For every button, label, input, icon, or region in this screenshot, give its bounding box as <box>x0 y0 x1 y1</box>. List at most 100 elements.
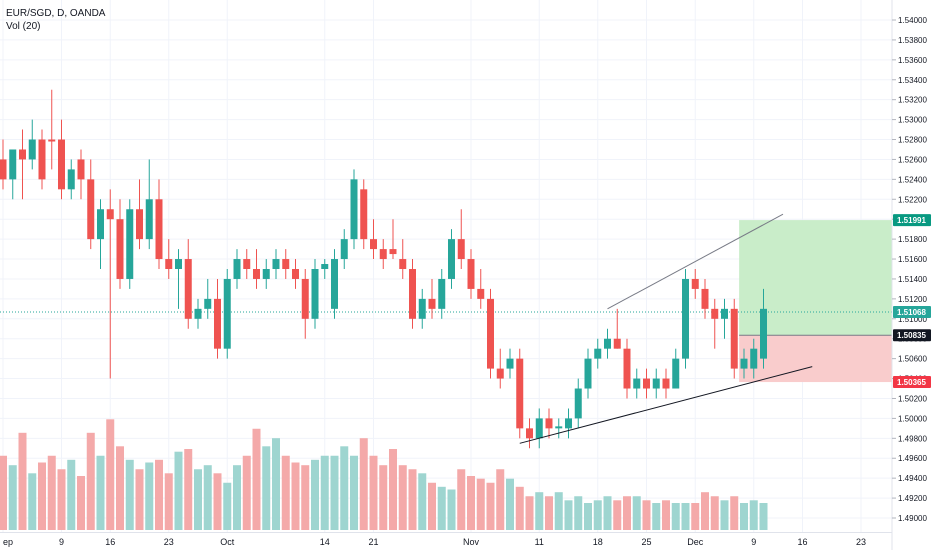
volume-bar <box>545 496 553 530</box>
candle-body <box>204 298 212 309</box>
price-tick-label: 1.53000 <box>898 116 927 125</box>
volume-bar <box>369 455 378 530</box>
price-tick-label: 1.50600 <box>898 355 927 364</box>
support-trendline <box>519 366 813 444</box>
candle-body <box>448 239 455 279</box>
candle-body <box>730 308 738 369</box>
volume-bar <box>301 465 310 530</box>
volume-bar <box>564 500 573 530</box>
price-tick-label: 1.53200 <box>898 96 927 105</box>
price-tick-label: 1.51000 <box>898 315 927 324</box>
candle-body <box>672 358 680 389</box>
candle-body <box>496 368 504 379</box>
candle-body <box>438 278 446 309</box>
volume-bar <box>320 455 329 530</box>
price-tick-label: 1.53800 <box>898 36 927 45</box>
price-marker <box>893 376 931 389</box>
volume-bar <box>291 462 300 530</box>
candle-body <box>623 348 631 389</box>
candle-body <box>409 269 416 319</box>
candle-body <box>350 179 358 240</box>
volume-bar <box>496 469 505 530</box>
volume-bar <box>184 449 193 530</box>
candle-body <box>584 358 592 389</box>
candle-body <box>594 348 602 359</box>
candle-body <box>643 378 650 389</box>
volume-bar <box>486 482 495 530</box>
candle-body <box>750 348 758 369</box>
time-tick-label: 9 <box>751 537 756 547</box>
time-tick-label: 23 <box>164 537 174 547</box>
candle-body <box>253 269 260 279</box>
volume-bar <box>574 496 583 530</box>
candle-body <box>58 139 65 190</box>
volume-bar <box>506 478 514 530</box>
volume-bar <box>135 469 144 530</box>
volume-bar <box>710 496 719 530</box>
volume-bar <box>262 446 271 530</box>
candle-body <box>574 388 582 419</box>
volume-bar <box>0 455 7 530</box>
price-marker-label: 1.50365 <box>897 378 926 387</box>
time-tick-label: 11 <box>535 537 544 547</box>
candle-body <box>740 358 748 369</box>
candle-body <box>301 278 309 319</box>
volume-bar <box>447 489 456 530</box>
volume-bar <box>77 476 85 530</box>
candle-body <box>545 418 553 429</box>
volume-bar <box>467 476 475 530</box>
price-tick-label: 1.49600 <box>898 454 927 463</box>
volume-bar <box>593 500 602 530</box>
candle-body <box>155 199 163 260</box>
candle-body <box>184 259 192 319</box>
volume-bar <box>340 446 349 530</box>
volume-bar <box>116 446 124 530</box>
price-tick-label: 1.52200 <box>898 195 927 204</box>
candle-body <box>604 338 611 349</box>
volume-bar <box>57 469 66 530</box>
volume-legend: Vol (20) <box>6 21 41 32</box>
candle-body <box>292 269 299 279</box>
candle-body <box>77 159 85 180</box>
volume-bar <box>8 465 17 530</box>
volume-bar <box>86 432 95 530</box>
volume-bar <box>642 500 651 530</box>
volume-bar <box>691 503 700 530</box>
volume-bar <box>535 492 544 530</box>
price-marker <box>893 306 931 319</box>
candle-body <box>721 308 728 319</box>
price-tick-label: 1.50200 <box>898 394 927 403</box>
candle-body <box>87 179 95 240</box>
candle-body <box>682 278 689 359</box>
price-tick-label: 1.53400 <box>898 76 927 85</box>
candle-body <box>48 139 56 142</box>
volume-bar <box>457 469 466 530</box>
candle-body <box>633 378 641 389</box>
volume-bar <box>28 473 37 530</box>
candle-body <box>19 149 26 160</box>
candle-body <box>711 308 719 319</box>
candle-body <box>487 298 494 369</box>
candle-body <box>457 239 465 260</box>
candle-body <box>526 428 533 439</box>
candle-body <box>467 259 475 289</box>
price-tick-label: 1.53600 <box>898 56 927 65</box>
price-tick-label: 1.51800 <box>898 235 927 244</box>
volume-bar <box>515 486 524 530</box>
price-tick-label: 1.49200 <box>898 494 927 503</box>
price-tick-label: 1.51400 <box>898 275 927 284</box>
candle-body <box>565 418 572 429</box>
candle-body <box>477 288 485 299</box>
time-tick-label: Nov <box>463 537 480 547</box>
time-tick-label: 16 <box>797 537 807 547</box>
volume-bar <box>613 500 622 530</box>
volume-bar <box>164 473 173 530</box>
volume-bar <box>281 455 290 530</box>
candle-body <box>418 298 426 319</box>
candle-body <box>613 338 621 349</box>
volume-bar <box>174 451 183 530</box>
volume-bar <box>272 438 280 530</box>
candle-body <box>38 139 46 180</box>
volume-bar <box>194 469 202 530</box>
